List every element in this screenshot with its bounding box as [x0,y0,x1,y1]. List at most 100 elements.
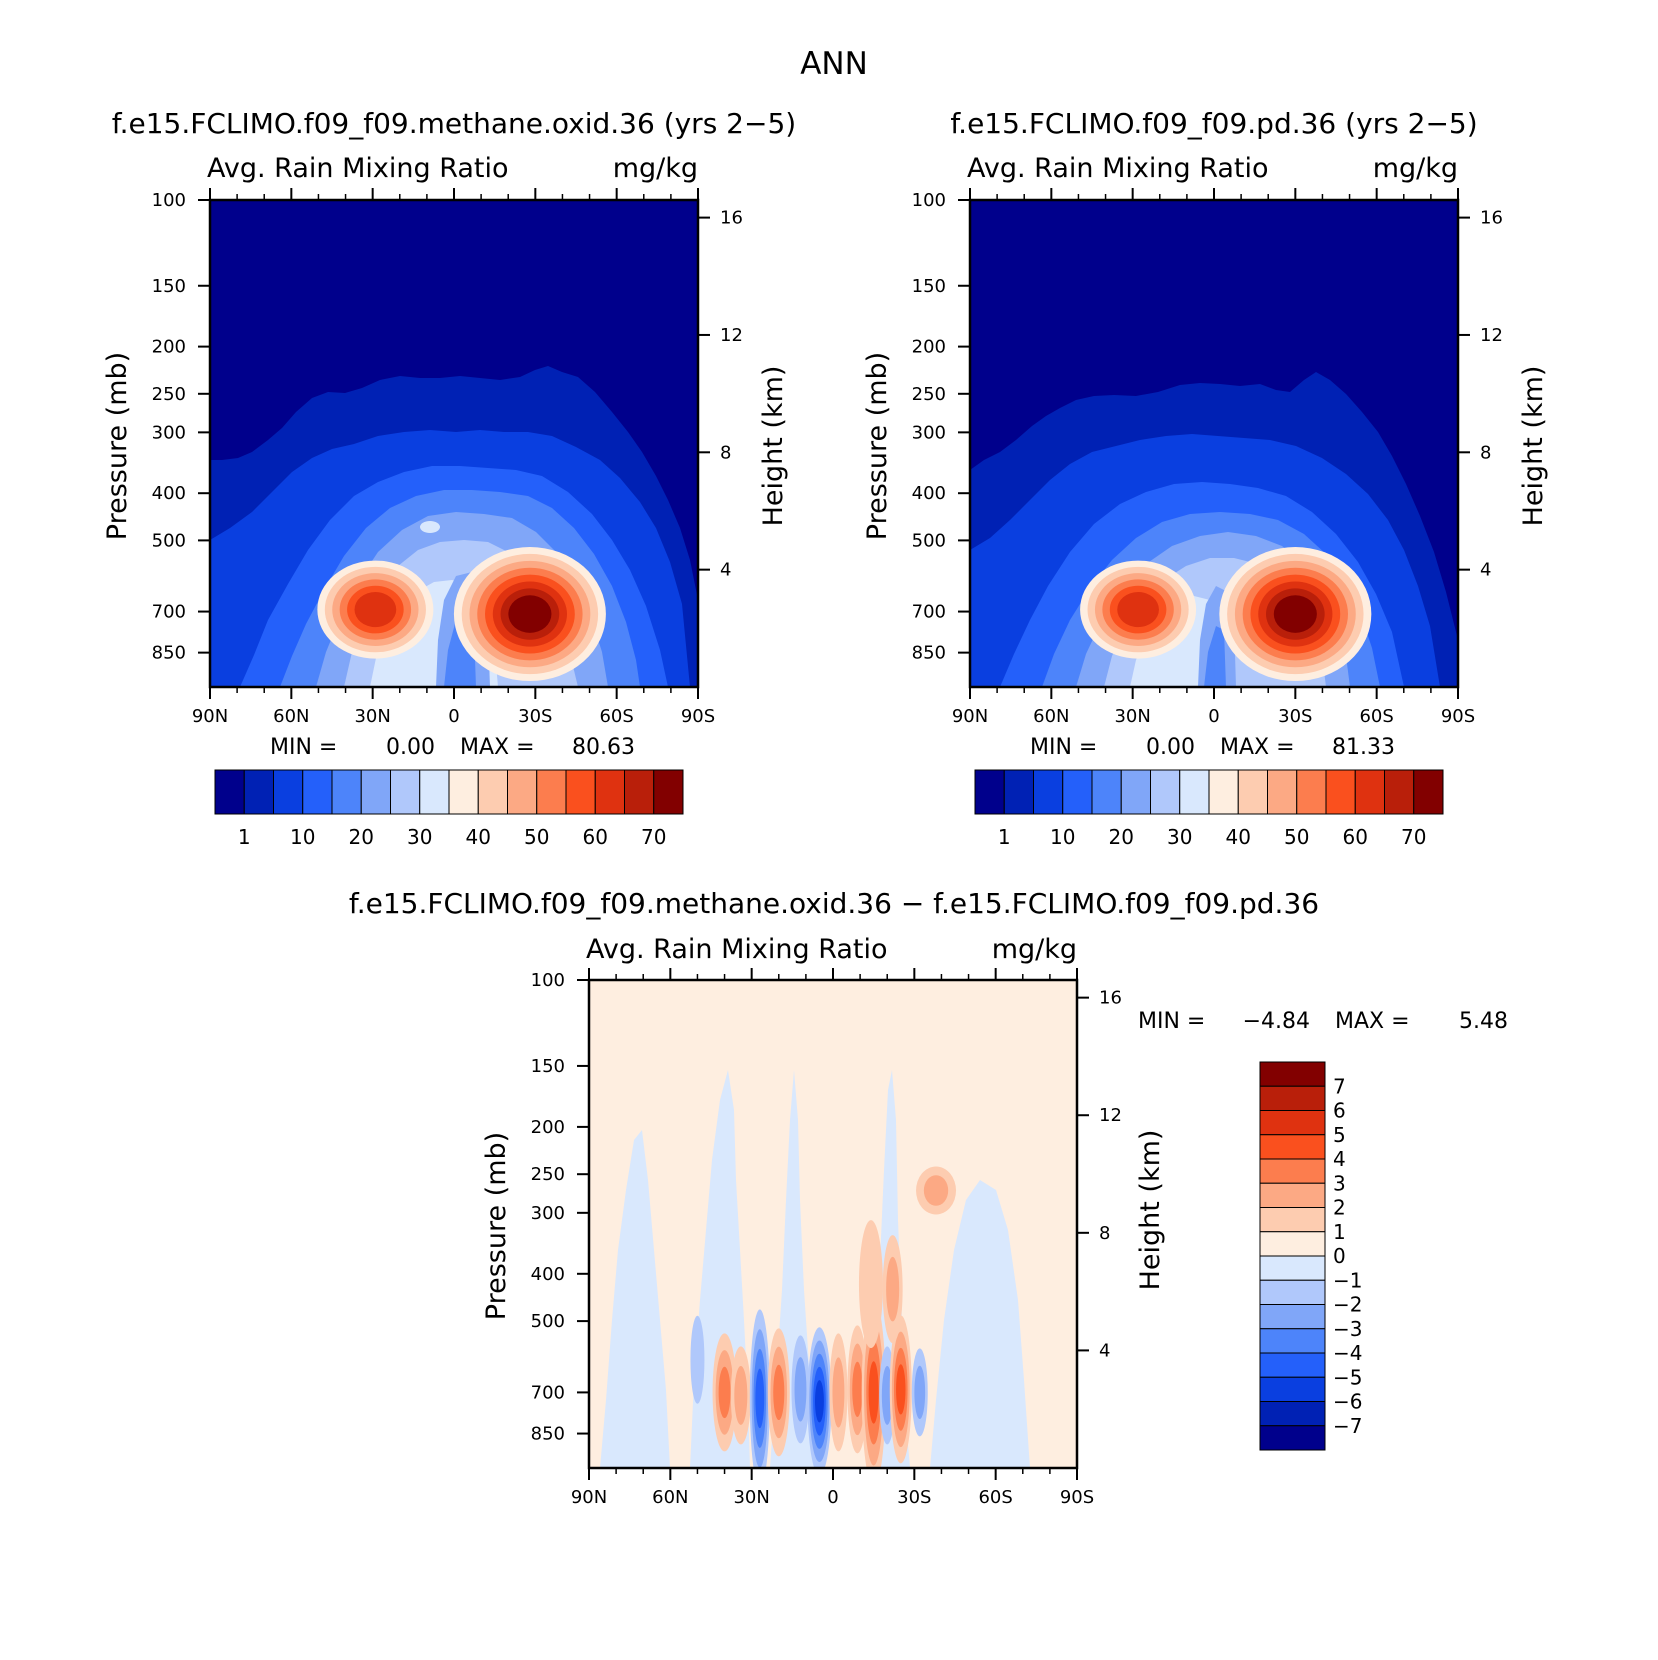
x-tick-label: 60S [599,706,633,727]
colorbar-label: 1 [1333,1220,1346,1244]
colorbar-label: 40 [1226,825,1251,849]
ticks: 90N 60N 30N 0 30S 60S 90S 100 150 200 250 300 400 500… [531,968,1122,1508]
colorbar-swatch [273,769,304,815]
x-tick-label: 90S [1060,1487,1094,1508]
y-tick-label: 200 [912,337,946,358]
colorbar-label: 30 [1167,825,1192,849]
units-label: mg/kg [613,153,698,184]
positive-anomaly [718,1366,731,1419]
y-tick-label: 250 [531,1164,565,1185]
colorbar-swatch [1120,769,1151,815]
y-axis-label: Pressure (mb) [862,352,893,540]
y-tick-label: 400 [912,483,946,504]
y-tick-label: 100 [152,190,186,211]
x-tick-label: 30S [1278,706,1312,727]
x-tick-label: 60S [978,1487,1012,1508]
y2-tick-label: 8 [1099,1223,1110,1244]
negative-anomaly [814,1380,824,1423]
negative-region-1 [600,1130,670,1468]
y2-tick-label: 12 [1480,325,1503,346]
figure-title: ANN [800,46,868,82]
variable-label: Avg. Rain Mixing Ratio [586,934,888,965]
x-tick-label: 90S [1441,706,1475,727]
colorbar-swatch [1267,769,1298,815]
panel-difference: f.e15.FCLIMO.f09_f09.methane.oxid.36 − f… [349,887,1508,1508]
colorbar-label: 50 [524,825,549,849]
y-tick-label: 700 [152,602,186,623]
y-tick-label: 250 [912,384,946,405]
y-tick-label: 300 [531,1203,565,1224]
peak-contour [508,595,552,633]
x-tick-label: 90N [571,1487,607,1508]
y-tick-label: 200 [152,337,186,358]
y-tick-label: 150 [912,276,946,297]
colorbar-label: 20 [1109,825,1134,849]
colorbar-swatch [214,769,245,815]
negative-region-4 [930,1180,1030,1468]
colorbar-label: 1 [238,825,251,849]
colorbar-label: 1 [998,825,1011,849]
colorbar-swatch [331,769,362,815]
colorbar-swatch [477,769,508,815]
colorbar-swatch [1003,769,1034,815]
colorbar-swatch [243,769,274,815]
panel-title: f.e15.FCLIMO.f09_f09.methane.oxid.36 − f… [349,887,1319,920]
colorbar-label: 5 [1333,1123,1346,1147]
y-axis-label: Pressure (mb) [481,1132,512,1320]
x-tick-label: 90S [681,706,715,727]
y-tick-label: 300 [912,422,946,443]
panel-title: f.e15.FCLIMO.f09_f09.pd.36 (yrs 2−5) [950,107,1477,140]
max-value: 81.33 [1332,735,1395,760]
colorbar-swatch [1259,1158,1326,1184]
colorbar-label: 60 [1343,825,1368,849]
colorbar-swatch [1413,769,1444,815]
y2-tick-label: 16 [720,208,743,229]
colorbar-swatch [507,769,538,815]
negative-anomaly [755,1368,765,1429]
x-tick-label: 90N [952,706,988,727]
y-tick-label: 100 [912,190,946,211]
colorbar-swatch [565,769,596,815]
positive-anomaly [852,1361,863,1417]
colorbar-swatch [1259,1061,1326,1087]
y-tick-label: 100 [531,970,565,991]
colorbar-label: 60 [583,825,608,849]
colorbar-swatch [1259,1401,1326,1427]
y-tick-label: 250 [152,384,186,405]
positive-anomaly [858,1220,883,1349]
colorbar-label: 6 [1333,1099,1346,1123]
colorbar-swatch [1259,1279,1326,1305]
light-patch [420,521,440,533]
colorbar-label: −7 [1333,1414,1362,1438]
colorbar-label: −1 [1333,1268,1362,1292]
colorbar-swatch [1259,1207,1326,1233]
y-tick-label: 400 [531,1264,565,1285]
contour-field [210,200,698,687]
colorbar-label: 70 [641,825,666,849]
min-value: 0.00 [386,735,435,760]
x-tick-label: 60N [652,1487,688,1508]
x-tick-label: 0 [448,706,459,727]
colorbar-swatch [1296,769,1327,815]
colorbar-label: −5 [1333,1365,1362,1389]
positive-anomaly [868,1361,879,1424]
colorbar-label: 0 [1333,1244,1346,1268]
colorbar-swatch [1259,1231,1326,1257]
y2-axis-label: Height (km) [1135,1130,1166,1291]
colorbar: 1 10 20 30 40 50 60 70 [974,769,1444,849]
y-tick-label: 850 [152,643,186,664]
colorbar-swatch [1062,769,1093,815]
y2-tick-label: 4 [1480,560,1491,581]
y2-tick-label: 8 [720,442,731,463]
x-tick-label: 30S [897,1487,931,1508]
ticks: 90N 60N 30N 0 30S 60S 90S 100 150 200 250 300 400 500… [152,188,743,727]
y-tick-label: 850 [531,1424,565,1445]
colorbar-label: 20 [349,825,374,849]
colorbar: 1 10 20 30 40 50 60 70 [214,769,684,849]
x-tick-label: 30S [518,706,552,727]
colorbar-swatch [1354,769,1385,815]
colorbar-label: −6 [1333,1390,1362,1414]
max-label: MAX = [1335,1009,1410,1034]
variable-label: Avg. Rain Mixing Ratio [967,153,1269,184]
